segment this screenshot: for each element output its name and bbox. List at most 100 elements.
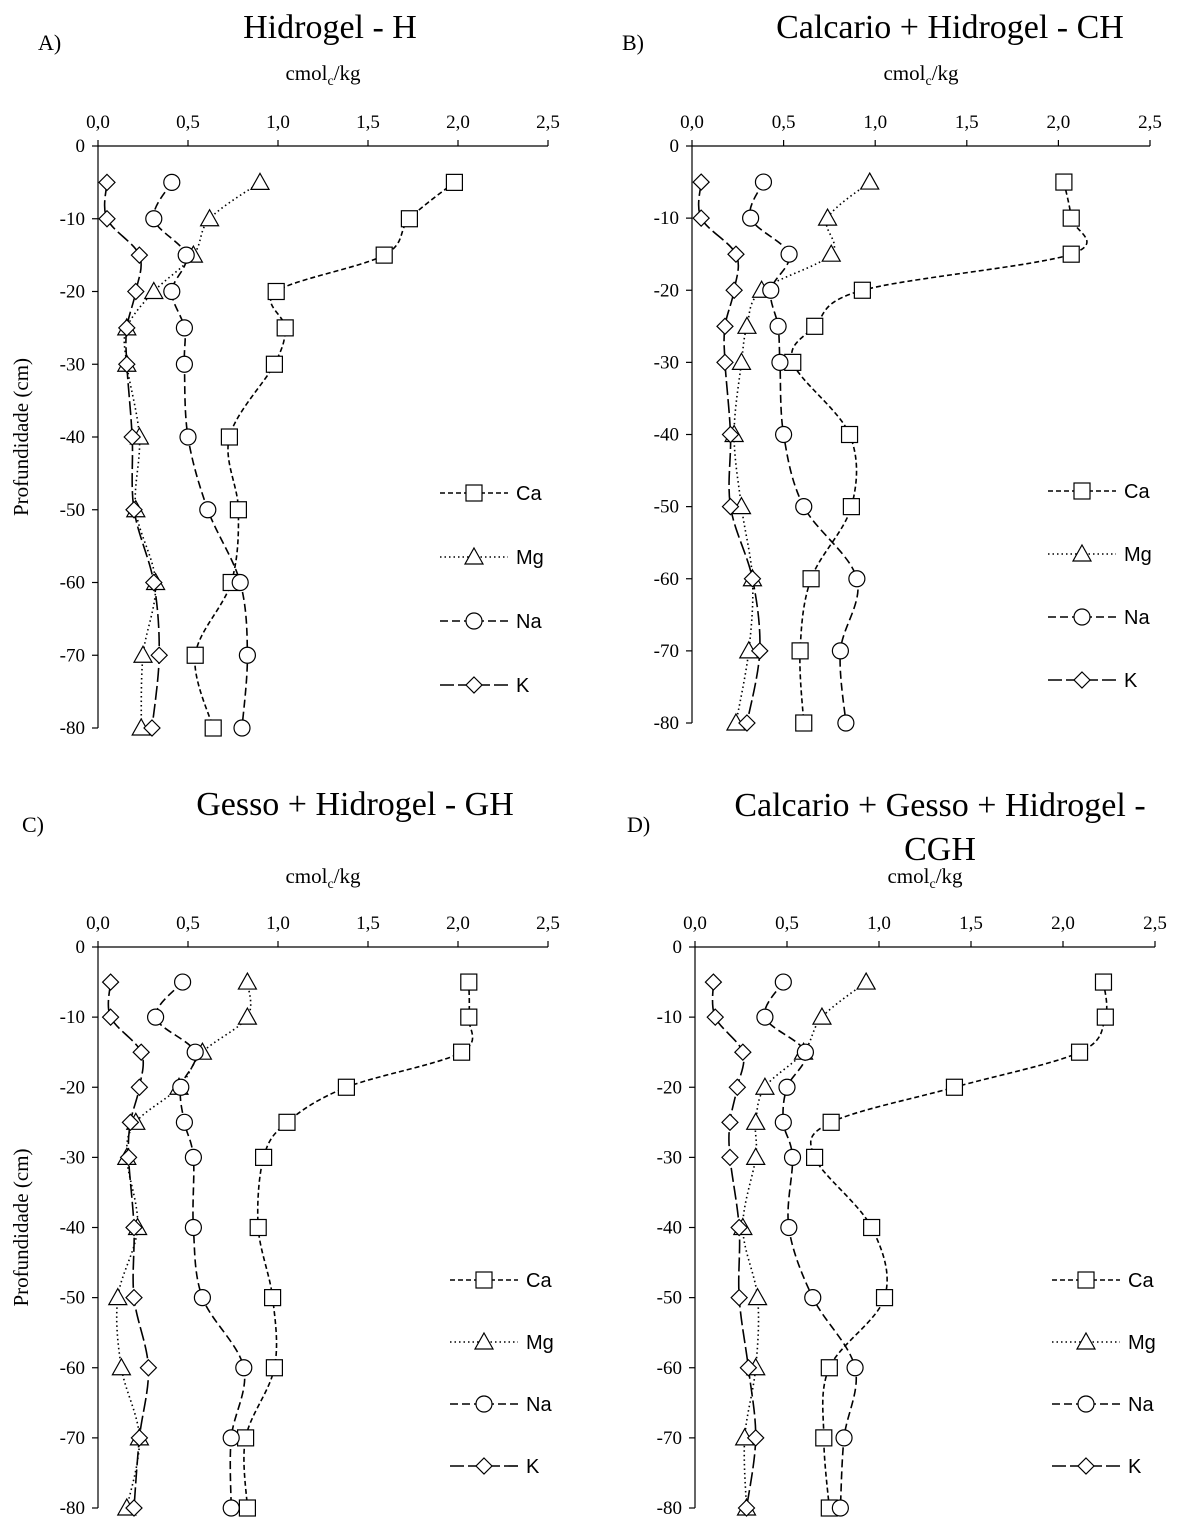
panel-b-label: B) <box>622 30 644 55</box>
panel-d-series-ca-point <box>820 1359 838 1377</box>
panel-c-title: Gesso + Hidrogel - GH <box>196 786 514 823</box>
panel-d-x-tick-label: 0,5 <box>775 913 799 934</box>
panel-c-series-ca <box>237 973 478 1517</box>
panel-d-series-k-point <box>739 1358 758 1377</box>
panel-d-series-k-point <box>733 1043 752 1062</box>
panel-c-x-tick-label: 1,5 <box>356 913 380 934</box>
panel-c-y-tick-label: -50 <box>60 1288 85 1309</box>
panel-d-series-k-point <box>730 1218 749 1237</box>
panel-c-series-na-point <box>184 1218 202 1237</box>
panel-a-series-na-point <box>175 319 193 337</box>
panel-d-series-ca-point <box>805 1148 824 1166</box>
panel-c-y-tick-label: -40 <box>60 1218 85 1239</box>
panel-a-x-tick-label: 1,0 <box>266 112 290 133</box>
panel-d-legend-mg-marker <box>1075 1331 1097 1350</box>
panel-a-series-k-point <box>126 282 145 301</box>
panel-c-chart: 0,0 0,5 1,0 1,5 2,0 2,5 0 -10 -20 -30 -40 -50 -60 -70… <box>9 864 560 1519</box>
panel-a-x-axis-label: cmolc/kg <box>285 61 361 89</box>
panel-d-x-tick-label: 2,0 <box>1051 913 1075 934</box>
panel-d-title-line-2: CGH <box>904 831 976 868</box>
panel-b-series-ca-point <box>795 714 813 732</box>
panel-d-series-na-point <box>831 1499 849 1517</box>
panel-d-y-tick-label: -50 <box>657 1288 682 1309</box>
panel-c-legend-na-marker <box>475 1395 493 1413</box>
panel-a-legend-k-label: K <box>516 675 530 697</box>
panel-a-series-na-point <box>145 210 163 228</box>
panel-b-y-tick-label: -30 <box>654 352 679 373</box>
panel-c-series-ca-point <box>453 1043 471 1061</box>
panel-b-series-na-point <box>831 642 849 660</box>
panel-d-series-k-point <box>746 1429 765 1447</box>
panel-c-series-na-line <box>154 981 246 1509</box>
panel-c-y-tick-label: -20 <box>60 1077 85 1098</box>
panel-a-legend-mg-marker <box>463 546 485 565</box>
panel-b-series-na-point <box>837 714 855 732</box>
panel-d-x-axis-label-main: cmol <box>887 864 929 888</box>
panel-d-x-tick-label: 2,5 <box>1143 913 1167 934</box>
panel-d-legend-ca-marker <box>1077 1271 1095 1289</box>
panel-d-x-axis-label-sub: c <box>929 877 935 892</box>
panel-a-legend-k-marker <box>465 676 483 694</box>
panel-b-series-k <box>692 173 769 732</box>
panel-b-chart: 0,0 0,5 1,0 1,5 2,0 2,5 0 -10 -20 -30 -40 -50 -60 -70… <box>654 61 1162 734</box>
panel-a-series-na-line <box>152 181 249 729</box>
panel-c-series-na-point <box>174 973 192 991</box>
panel-b-legend-k-marker <box>1073 671 1091 689</box>
panel-d-series-mg-point <box>856 971 877 990</box>
panel-c-series-ca-point <box>238 1499 256 1517</box>
panel-a-y-tick-label: -50 <box>60 500 85 521</box>
panel-b-series-na-point <box>762 281 780 299</box>
panel-d-series-ca <box>805 973 1114 1517</box>
panel-c-series-na-point <box>193 1289 211 1307</box>
panel-d-legend: Ca Mg Na K <box>1052 1270 1156 1478</box>
panel-d-x-tick-label: 0,0 <box>683 913 707 934</box>
panel-d-series-na-point <box>778 1078 796 1096</box>
panel-d-series-na-point <box>796 1043 815 1061</box>
panel-b-series-k-point <box>738 714 756 732</box>
panel-b-series-ca <box>784 173 1088 732</box>
panel-c-series-k-point <box>130 1429 149 1447</box>
panel-d-series-na-point <box>835 1429 853 1447</box>
panel-c-series-mg-point <box>111 1357 132 1376</box>
panel-a-series-mg-line <box>123 181 261 729</box>
panel-d-title-line-1: Calcario + Gesso + Hidrogel - <box>734 787 1145 824</box>
panel-c-series-mg-point <box>107 1287 128 1306</box>
panel-a-series-k-point <box>143 719 161 737</box>
panel-d-y-tick-label: -20 <box>657 1077 682 1098</box>
panel-b-series-na-point <box>780 245 798 263</box>
panel-b-series-ca-point <box>1062 245 1080 263</box>
panel-b-x-tick-label: 2,5 <box>1138 112 1162 133</box>
panel-d-y-tick-label: -60 <box>657 1358 682 1379</box>
panel-b-series-na-line <box>749 181 859 724</box>
panel-b-series-ca-point <box>842 498 860 516</box>
panel-a-series-ca-point <box>229 501 247 519</box>
panel-c-y-tick-label: -60 <box>60 1358 85 1379</box>
panel-a-x-axis-label-main: cmol <box>285 61 327 85</box>
panel-b-series-mg-point <box>859 171 880 190</box>
panel-d-series-mg-point <box>745 1147 766 1165</box>
panel-d-x-tick-label: 1,5 <box>959 913 983 934</box>
panel-d-series-ca-point <box>1096 1008 1114 1026</box>
panel-d-series-k-point <box>704 973 723 991</box>
panel-c-series-ca-point <box>278 1113 296 1131</box>
panel-c-series-ca-line <box>243 982 474 1509</box>
panel-a-series-ca-point <box>220 428 238 446</box>
panel-b-y-tick-label: 0 <box>670 136 680 157</box>
panel-c-x-axis-label-sub: c <box>327 877 333 892</box>
panel-b-series-ca-line <box>790 181 1088 724</box>
panel-d-x-axis-label: cmolc/kg <box>887 864 963 892</box>
panel-a-x-tick-label: 1,5 <box>356 112 380 133</box>
panel-d-y-tick-label: -70 <box>657 1428 682 1449</box>
panel-c-x-tick-label: 2,0 <box>446 913 470 934</box>
panel-a-y-tick-label: -20 <box>60 282 85 303</box>
panel-b-y-tick-label: -50 <box>654 497 679 518</box>
panel-b-series-mg-point <box>821 243 842 262</box>
panel-c-x-tick-label: 2,5 <box>536 913 560 934</box>
panel-c-y-axis-label: Profundidade (cm) <box>9 1148 33 1306</box>
panel-c-series-k-point <box>139 1358 158 1377</box>
panel-b-series-na <box>742 173 866 732</box>
panel-d-series-mg-line <box>741 981 867 1509</box>
panel-c-series-na-point <box>222 1429 240 1447</box>
panel-c-series-mg-line <box>115 981 252 1509</box>
panel-d-series-mg-point <box>747 1287 768 1306</box>
